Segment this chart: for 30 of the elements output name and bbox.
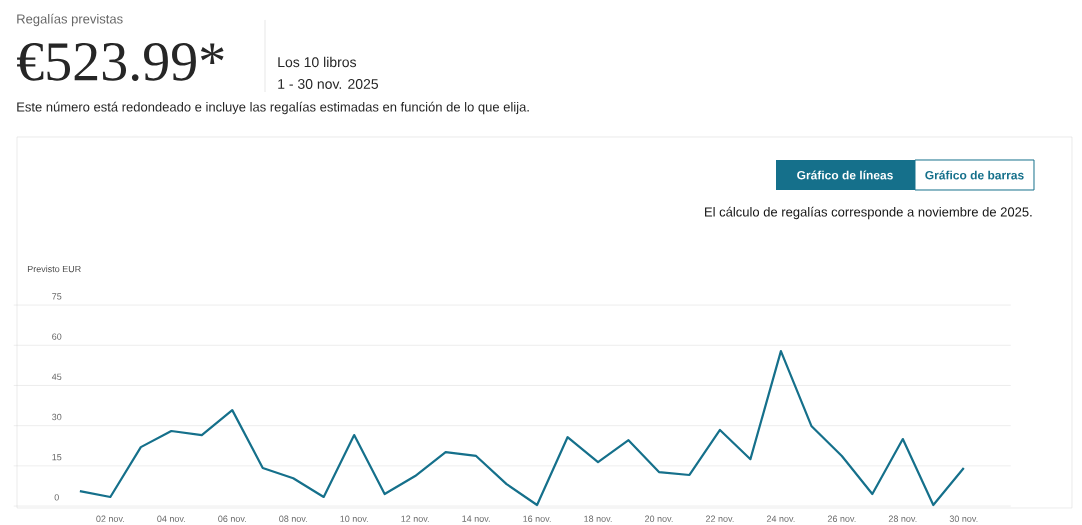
x-tick-label: 04 nov. — [157, 515, 185, 522]
y-tick-label: 15 — [52, 453, 62, 461]
y-tick-label: 45 — [51, 373, 62, 380]
x-tick-label: 20 nov. — [645, 515, 673, 522]
x-tick-label: 24 nov. — [766, 515, 795, 522]
text: Gráfico de líneas — [797, 170, 893, 180]
y-tick-label: 30 — [52, 413, 62, 421]
chart-title: Regalías previstas — [17, 13, 123, 26]
x-tick-label: 18 nov. — [584, 515, 612, 522]
x-tick-label: 30 nov. — [949, 515, 978, 522]
text: Los 10 libros — [278, 56, 357, 67]
x-tick-label: 12 nov. — [401, 515, 429, 522]
text: Gráfico de barras — [925, 170, 1024, 180]
x-tick-label: 16 nov. — [523, 515, 551, 522]
x-tick-label: 26 nov. — [827, 515, 856, 522]
x-tick-label: 10 nov. — [340, 515, 368, 522]
x-tick-label: 22 nov. — [705, 515, 734, 522]
text: 1 - 30 nov. 2025 — [278, 78, 379, 89]
text: Este número está redondeado e incluye las regalías estimadas en función de lo que elija. — [17, 101, 529, 114]
x-tick-label: 14 nov. — [462, 515, 490, 522]
x-tick-label: 08 nov. — [279, 515, 307, 522]
y-axis-title: Previsto EUR — [27, 265, 81, 273]
y-tick-label: 60 — [52, 333, 62, 340]
chart-subtitle: €523.99* — [17, 42, 224, 81]
y-tick-label: 75 — [52, 293, 62, 300]
x-tick-label: 28 nov. — [888, 515, 917, 522]
text: El cálculo de regalías corresponde a noviembre de 2025. — [705, 206, 1032, 219]
x-tick-label: 06 nov. — [218, 515, 246, 522]
x-tick-label: 02 nov. — [96, 515, 124, 522]
y-tick-label: 0 — [54, 494, 59, 501]
